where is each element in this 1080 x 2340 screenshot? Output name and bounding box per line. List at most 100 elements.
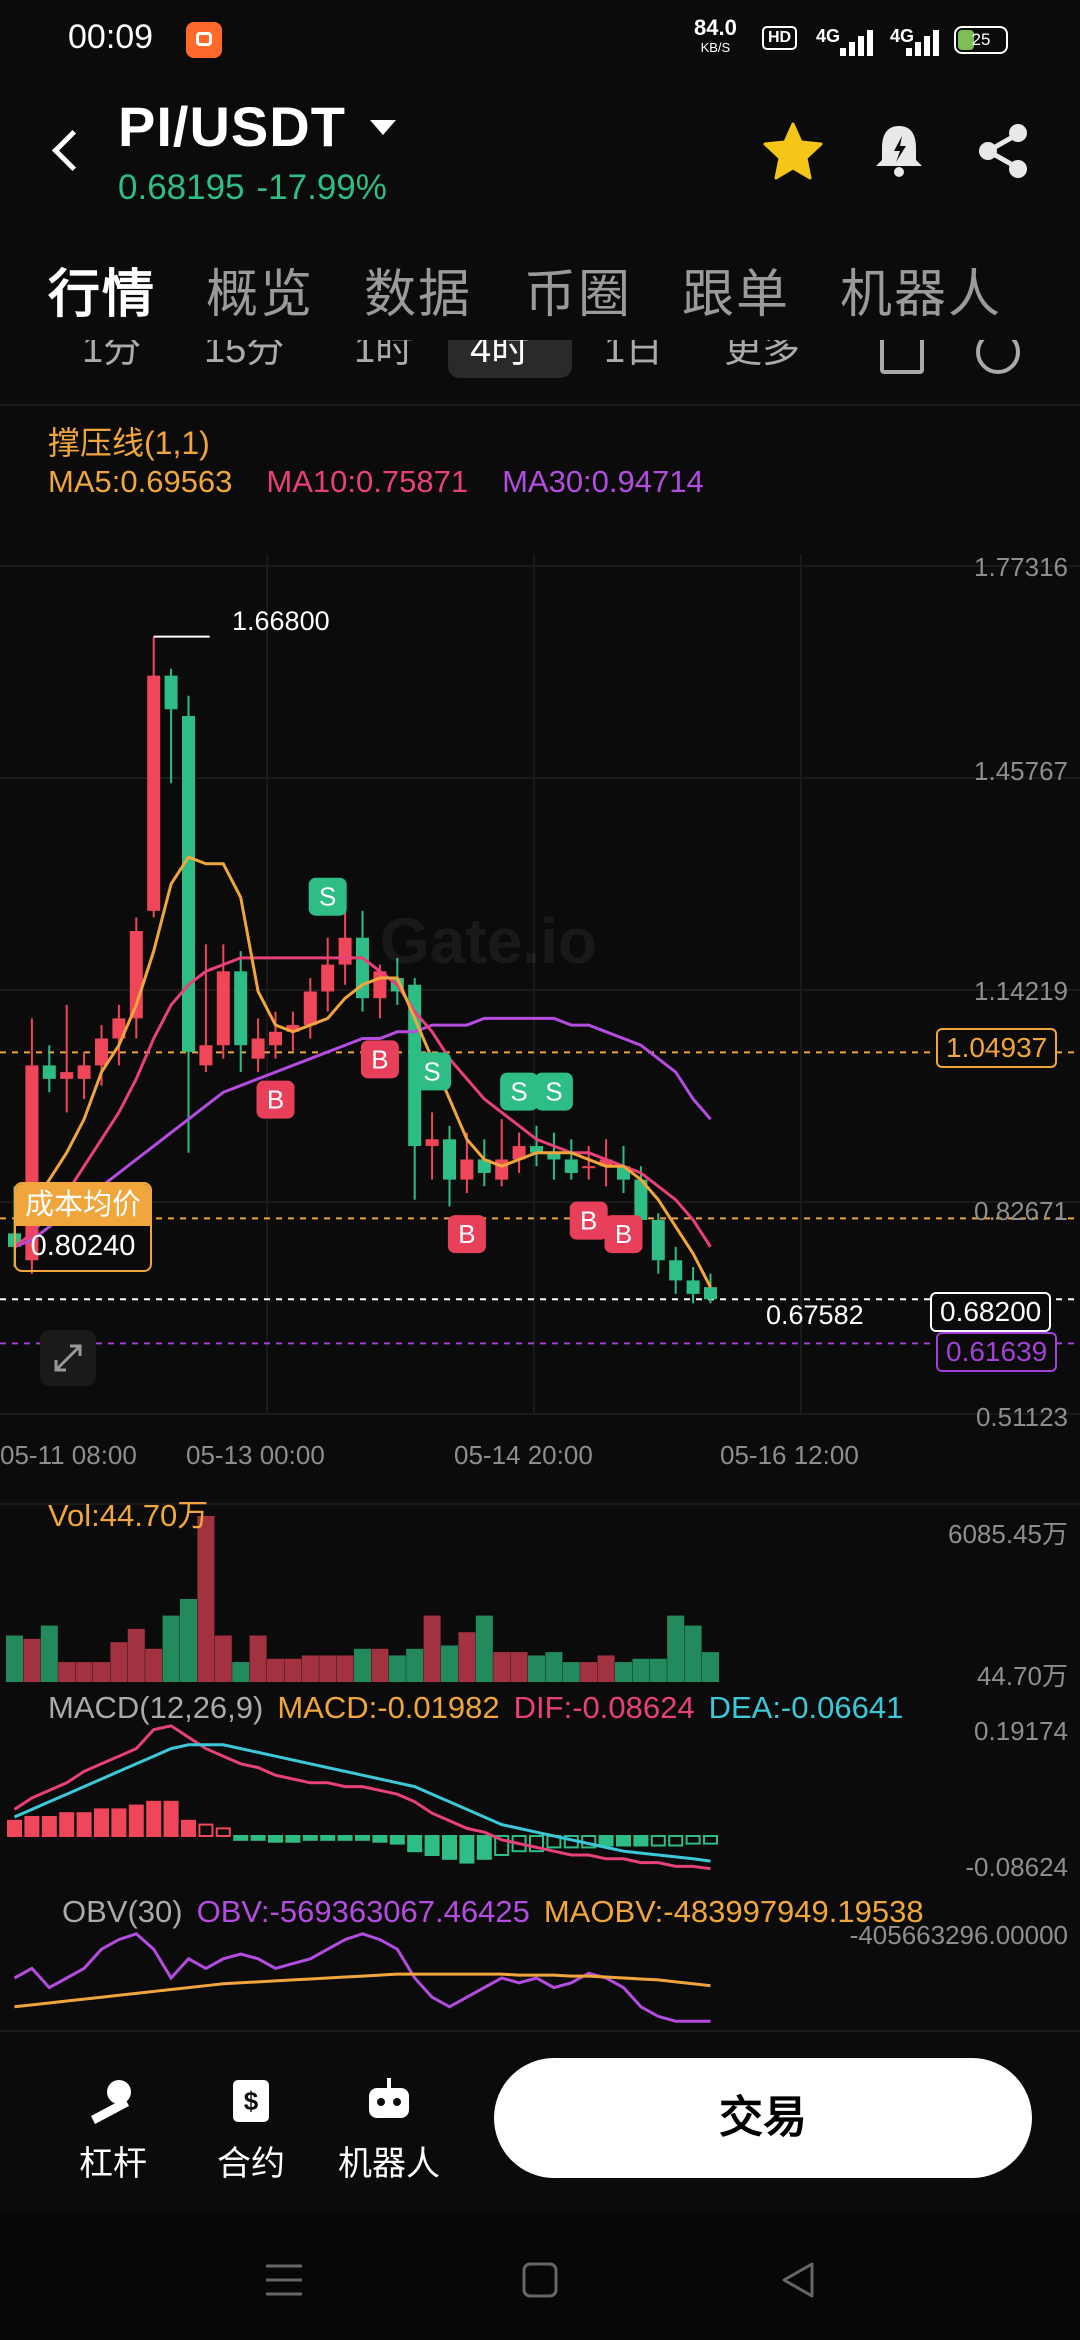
volume-bar [632, 1658, 650, 1682]
interval-more[interactable]: 更多 [724, 340, 801, 371]
tab-data[interactable]: 数据 [364, 266, 473, 324]
interval-4h[interactable]: 4时 [470, 340, 530, 371]
y-axis-label: 1.45767 [974, 756, 1068, 786]
tab-copy-trading[interactable]: 跟单 [682, 266, 791, 324]
network-speed-value: 84.0 [694, 15, 737, 40]
sell-marker [500, 1072, 539, 1111]
y-axis-label: 0.82671 [974, 1196, 1068, 1226]
candle-body [269, 1031, 282, 1046]
volume-bar [6, 1635, 23, 1682]
macd-histogram-bar [302, 1835, 318, 1841]
trade-button[interactable]: 交易 [494, 2058, 1032, 2178]
macd-histogram-bar [215, 1827, 231, 1838]
candle-body [443, 1139, 456, 1180]
macd-histogram-bar [337, 1835, 353, 1841]
volume-bar [267, 1658, 284, 1682]
tab-market[interactable]: 行情 [48, 266, 157, 324]
tab-community[interactable]: 币圈 [524, 266, 633, 324]
macd-legend: MACD(12,26,9) MACD:-0.01982 DIF:-0.08624 DE… [48, 1690, 917, 1726]
robot-icon [369, 2078, 409, 2118]
volume-bar [684, 1625, 702, 1682]
macd-histogram-bar [685, 1835, 701, 1845]
candle-body [704, 1287, 717, 1300]
volume-bar [162, 1615, 180, 1682]
support-price-tag: 0.61639 [936, 1332, 1058, 1372]
menu-icon[interactable] [262, 2260, 306, 2300]
y-axis-label: 1.14219 [974, 976, 1068, 1006]
candle-body [338, 937, 352, 965]
volume-bar [284, 1658, 302, 1682]
volume-bar [58, 1662, 76, 1682]
back-button[interactable] [44, 122, 84, 178]
candle-body [460, 1159, 474, 1180]
macd-histogram-bar [598, 1835, 614, 1847]
macd-histogram-bar [163, 1800, 179, 1838]
cost-average-label: 成本均价 [16, 1184, 150, 1226]
candle-body [530, 1146, 543, 1153]
macd-histogram-bar [494, 1835, 510, 1856]
expand-icon[interactable] [40, 1330, 96, 1386]
candle-body [651, 1219, 665, 1261]
share-icon[interactable] [970, 118, 1036, 184]
interval-15m[interactable]: 15分 [204, 340, 285, 371]
leverage-button[interactable]: 杠杆 [58, 2072, 168, 2185]
macd-histogram-bar [7, 1819, 22, 1838]
interval-1d[interactable]: 1日 [604, 340, 664, 371]
volume-bar [301, 1655, 319, 1682]
interval-1m[interactable]: 1分 [82, 340, 142, 371]
interval-active-highlight [448, 340, 572, 378]
last-price-tag[interactable]: 0.68200 [930, 1292, 1052, 1332]
volume-bar [493, 1652, 511, 1682]
candle-body [199, 1045, 213, 1066]
candle-body [216, 971, 230, 1046]
volume-bar [40, 1625, 58, 1682]
macd-histogram-bar [250, 1835, 266, 1841]
volume-bar [232, 1662, 250, 1682]
leverage-icon [91, 2080, 131, 2124]
bot-button[interactable]: 机器人 [334, 2072, 444, 2185]
macd-top-label: 0.19174 [974, 1716, 1068, 1746]
price-chart[interactable]: BSB SBS SB B [0, 404, 1080, 2030]
macd-histogram-bar [668, 1835, 684, 1847]
buy-marker [360, 1040, 399, 1079]
candle-body [147, 675, 161, 911]
x-axis-label: 05-16 12:00 [720, 1440, 859, 1470]
buy-marker [569, 1201, 608, 1240]
main-tabs: 行情 概览 数据 币圈 跟单 机器人 [0, 252, 1080, 332]
status-bar: 00:09 84.0 KB/S HD 4G 4G 25 [0, 0, 1080, 80]
indicator-label[interactable]: 撑压线(1,1) [48, 425, 210, 461]
star-icon[interactable] [760, 118, 826, 184]
cost-average-box[interactable] [14, 1182, 152, 1272]
futures-button[interactable]: $ 合约 [196, 2072, 306, 2185]
pair-title[interactable]: PI/USDT [118, 95, 346, 158]
interval-selector: 1分 15分 1时 4时 1日 更多 [0, 340, 1080, 406]
chevron-down-icon[interactable] [370, 120, 396, 135]
candle-body [686, 1280, 700, 1294]
home-icon[interactable] [520, 2260, 560, 2300]
cost-average-value: 0.80240 [30, 1230, 136, 1262]
candle-body [77, 1065, 91, 1079]
settings-icon[interactable] [976, 340, 1020, 374]
back-nav-icon[interactable] [778, 2260, 818, 2300]
bell-alert-icon[interactable] [866, 118, 932, 184]
candle-body [512, 1146, 526, 1160]
macd-histogram-bar [111, 1808, 127, 1838]
volume-bar [702, 1652, 719, 1682]
bot-label: 机器人 [338, 2145, 440, 2183]
volume-bar [23, 1638, 41, 1682]
obv-name: OBV(30) [62, 1894, 183, 1929]
sell-marker [534, 1072, 573, 1111]
macd-histogram-bar [389, 1835, 405, 1845]
draw-tool-icon[interactable] [880, 340, 924, 374]
tab-bots[interactable]: 机器人 [840, 266, 1003, 324]
tab-overview[interactable]: 概览 [206, 266, 315, 324]
macd-histogram-bar [320, 1835, 336, 1841]
interval-1h[interactable]: 1时 [354, 340, 414, 371]
volume-bar [528, 1655, 545, 1682]
macd-histogram-bar [128, 1804, 144, 1837]
last-price: 0.68195 [118, 168, 245, 207]
volume-bar [580, 1662, 598, 1682]
volume-bar [249, 1635, 267, 1682]
candle-body [495, 1159, 509, 1180]
volume-bar [180, 1599, 197, 1682]
